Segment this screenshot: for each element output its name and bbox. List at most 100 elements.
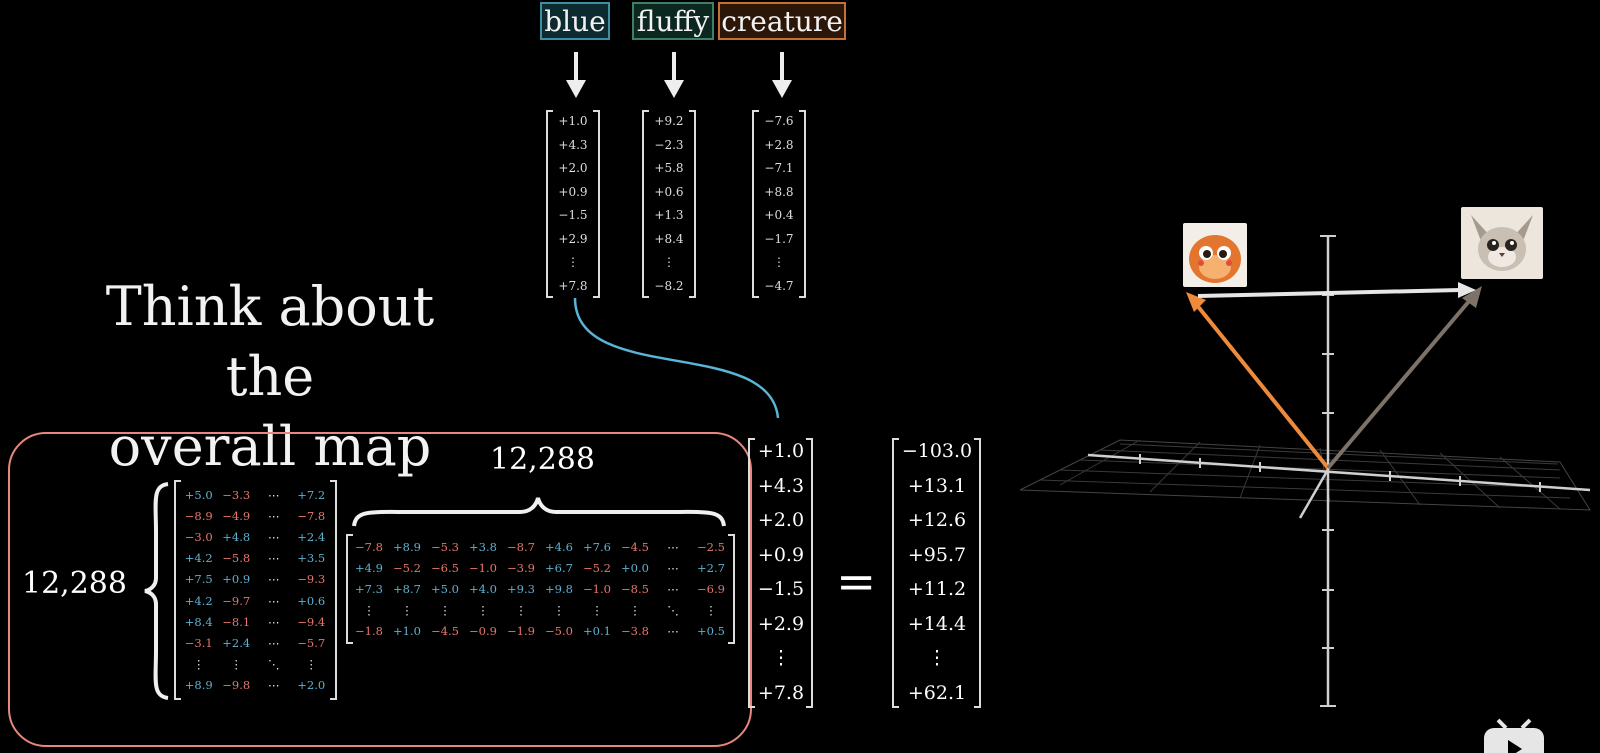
matrix-cell: +2.0 [297,678,326,693]
matrix-cell: +9.3 [507,581,535,596]
embedding-vector-fluffy: +9.2 −2.3 +5.8 +0.6 +1.3 +8.4 ⋮ −8.2 [642,110,696,298]
matrix-cell: −1.0 [583,581,611,596]
down-arrow-icon [566,52,586,98]
matrix-cell: ⋮ [401,602,413,617]
matrix-cell: ⋮ [305,657,318,672]
embedding-value: +0.9 [558,184,588,199]
vector-value: ⋮ [927,647,947,669]
matrix-cell: ⋮ [230,657,243,672]
vector-bracket-close [593,110,600,298]
matrix-cell: −8.1 [222,614,251,629]
vector-value: +2.0 [757,509,805,531]
matrix-cell: +4.6 [545,540,573,555]
embedding-value: −1.7 [764,231,794,246]
matrix-cell: −9.4 [297,614,326,629]
matrix-cell: +7.3 [355,581,383,596]
matrix-cell: +8.7 [393,581,421,596]
left-matrix-bracket-close [330,480,337,700]
z-axis [1298,465,1332,519]
token-blue: blue [540,2,610,40]
title-line-2: overall map [108,415,432,478]
embedding-value: ⋮ [663,255,675,269]
matrix-cell: ⋯ [268,635,280,650]
matrix-cell: −1.0 [469,561,497,576]
matrix-cell: +7.5 [184,572,213,587]
right-matrix-bracket-open [346,534,353,644]
matrix-cell: ⋮ [363,602,375,617]
cols-count-label: 12,288 [490,442,595,477]
matrix-cell: ⋮ [193,657,205,672]
gray-vector [1326,298,1472,470]
matrix-cell: −8.5 [621,581,649,596]
matrix-cell: +3.5 [297,551,326,566]
embedding-value: −8.2 [654,278,684,293]
matrix-cell: ⋮ [439,602,451,617]
matrix-cell: ⋱ [667,602,679,617]
matrix-cell: −1.9 [507,623,535,638]
matrix-cell: −7.8 [297,508,326,523]
vector-value: +12.6 [907,509,967,531]
matrix-cell: −3.3 [222,487,251,502]
embedding-value: +1.3 [654,208,684,222]
matrix-cell: −3.8 [621,623,649,638]
matrix-cell: +2.4 [297,529,326,544]
matrix-cell: +4.0 [469,581,497,596]
matrix-cell: −3.9 [507,561,535,576]
output-vector-bracket-open [892,438,899,708]
right-matrix: −7.8 +8.9 −5.3 +3.8 −8.7 +4.6 +7.6 −4.5 ⋯ −2.5 +4.… [350,537,730,641]
vector-value: +0.9 [757,543,805,566]
matrix-cell: +8.4 [184,614,213,629]
connector-curve [573,297,780,419]
matrix-cell: −8.7 [507,540,535,555]
matrix-cell: +0.9 [222,572,251,587]
matrix-cell: +0.5 [697,623,725,638]
vector-value: +7.8 [757,681,805,704]
matrix-frame [8,432,752,747]
vector-value: −1.5 [757,578,805,600]
embedding-value: −7.1 [764,161,794,175]
matrix-cell: −5.3 [431,540,459,555]
equals-sign: = [836,554,877,610]
vector-value: +1.0 [757,440,805,462]
matrix-cell: −6.9 [697,581,725,596]
rows-count-label: 12,288 [22,566,127,601]
matrix-cell: ⋯ [268,593,280,608]
down-arrow-icon [772,52,792,98]
matrix-cell: ⋯ [667,540,679,555]
matrix-cell: −5.7 [297,635,326,650]
matrix-cell: ⋯ [268,487,280,502]
token-creature: creature [718,2,846,40]
matrix-cell: +9.8 [545,581,573,596]
matrix-cell: −7.8 [355,540,383,555]
embedding-value: ⋮ [567,255,579,269]
matrix-cell: −9.7 [222,593,251,608]
embedding-value: −1.5 [558,208,588,222]
embedding-value: −7.6 [764,114,794,128]
matrix-cell: −4.5 [621,540,649,555]
matrix-cell: −5.0 [545,623,573,638]
embedding-value: +1.0 [558,114,588,128]
embedding-value: +0.4 [764,208,794,222]
vector-value: +13.1 [907,474,967,497]
matrix-cell: +0.0 [621,561,649,576]
vector-value: +14.4 [907,612,967,635]
vector-value: +95.7 [907,543,967,566]
embedding-value: +4.3 [558,137,588,152]
floor-grid [1019,439,1591,511]
input-vector-bracket-close [806,438,813,708]
matrix-cell: ⋯ [268,551,280,566]
matrix-cell: ⋯ [268,572,280,587]
right-matrix-bracket-close [728,534,735,644]
output-vector-bracket-close [974,438,981,708]
embedding-value: −4.7 [764,278,794,293]
matrix-cell: −3.1 [184,635,213,650]
matrix-cell: ⋮ [629,602,641,617]
matrix-cell: −2.5 [697,540,725,555]
matrix-cell: −5.2 [583,561,611,576]
vector-bracket-close [799,110,806,298]
tv-logo-icon [1484,718,1544,753]
matrix-cell: −0.9 [469,623,497,638]
matrix-cell: +6.7 [545,561,573,576]
matrix-cell: −1.8 [355,623,383,638]
matrix-cell: +2.7 [697,561,725,576]
